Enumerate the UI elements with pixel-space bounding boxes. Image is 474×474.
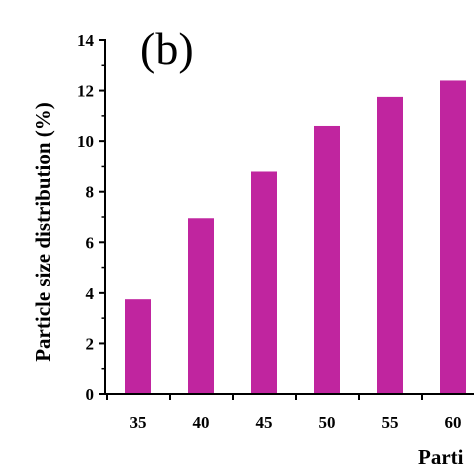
bars-group (125, 80, 466, 395)
x-tick-label: 50 (319, 413, 336, 432)
bar-60 (440, 80, 466, 394)
bar-50 (314, 125, 340, 394)
y-tick-label: 10 (77, 132, 94, 151)
x-axis: 35 40 45 50 55 60 (104, 393, 474, 432)
bar-40 (188, 218, 214, 394)
bar-55 (377, 96, 403, 395)
x-tick-label: 40 (193, 413, 210, 432)
y-axis-title-group: Particle size distribution (%) (31, 102, 55, 362)
bar-45 (251, 171, 277, 394)
y-axis-title: Particle size distribution (%) (31, 102, 55, 362)
panel-label: (b) (140, 23, 194, 74)
x-tick-label: 60 (445, 413, 462, 432)
y-tick-label: 6 (86, 233, 95, 252)
y-tick-label: 2 (86, 334, 95, 353)
y-tick-label: 0 (86, 385, 95, 404)
y-tick-label: 12 (77, 82, 94, 101)
y-tick-label: 4 (86, 284, 95, 303)
bar-35 (125, 299, 151, 394)
x-tick-label: 35 (130, 413, 147, 432)
y-axis: 0 2 4 6 8 10 12 14 (77, 31, 106, 404)
x-tick-label: 55 (382, 413, 399, 432)
x-tick-label: 45 (256, 413, 273, 432)
y-tick-label: 14 (77, 31, 95, 50)
x-axis-title: Parti (418, 445, 464, 469)
y-tick-label: 8 (86, 183, 95, 202)
